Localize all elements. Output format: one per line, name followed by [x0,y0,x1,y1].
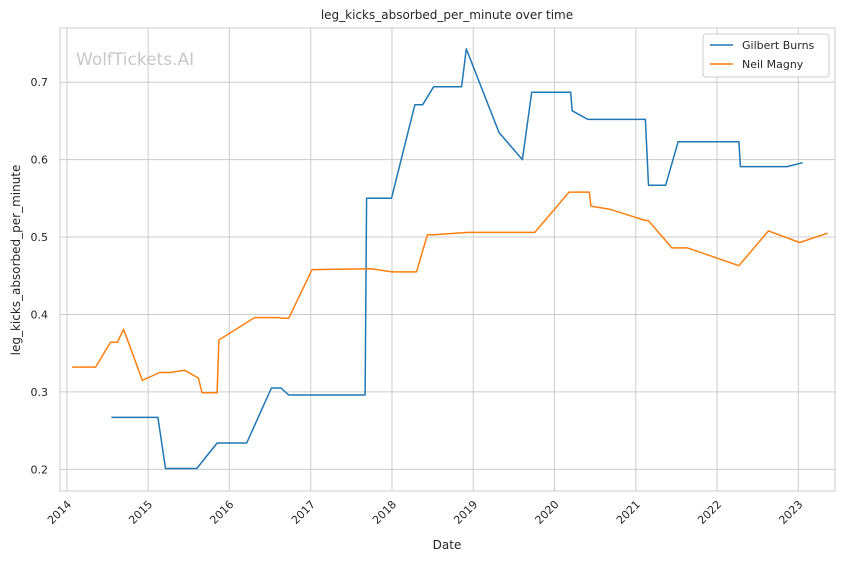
y-tick-label: 0.3 [31,386,49,399]
watermark: WolfTickets.AI [76,50,194,70]
grid-lines [60,28,835,491]
y-axis-ticks: 0.2 0.3 0.4 0.5 0.6 0.7 [31,76,49,476]
y-axis-title: leg_kicks_absorbed_per_minute [9,165,23,356]
legend: Gilbert Burns Neil Magny [702,33,830,78]
legend-label-neil-magny: Neil Magny [742,58,804,71]
legend-frame [702,33,830,78]
plot-area: WolfTickets.AI [59,27,836,492]
y-tick-label: 0.6 [31,154,49,167]
y-tick-label: 0.7 [31,76,49,89]
series-lines [72,48,828,470]
chart-title: leg_kicks_absorbed_per_minute over time [321,8,573,22]
y-tick-label: 0.4 [31,308,49,321]
plot-frame [59,27,836,492]
legend-label-gilbert-burns: Gilbert Burns [742,39,815,52]
series-line-neil-magny [72,191,828,394]
y-tick-label: 0.2 [31,463,49,476]
series-line-gilbert-burns [111,48,803,470]
x-axis-title: Date [433,538,462,552]
y-tick-label: 0.5 [31,231,49,244]
